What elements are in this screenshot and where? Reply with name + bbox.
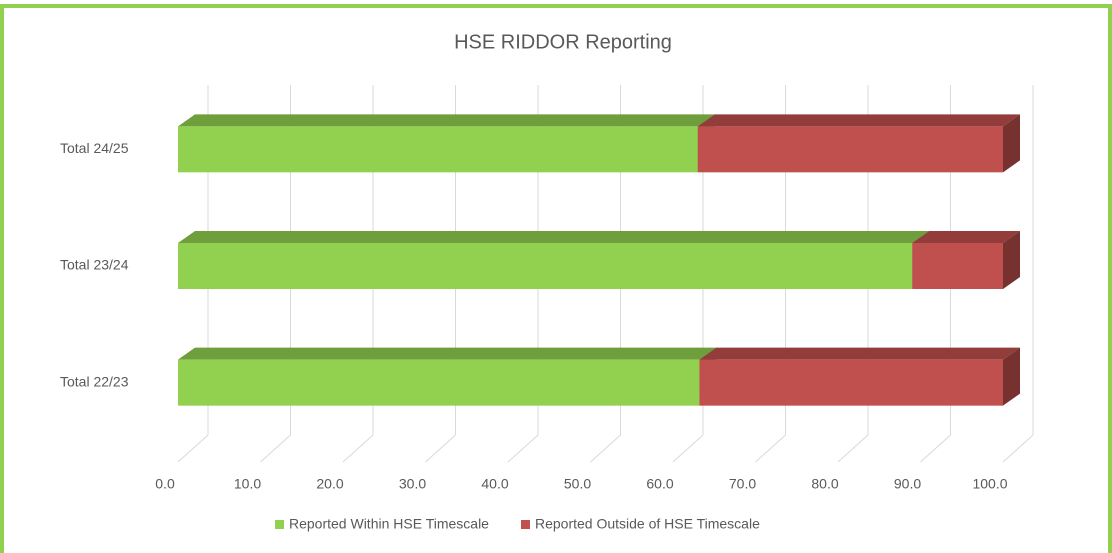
x-tick-label: 30.0: [399, 476, 426, 492]
bar-top: [178, 347, 717, 360]
legend-swatch: [520, 520, 530, 529]
floor-line: [425, 434, 456, 463]
x-tick-label: 0.0: [155, 476, 175, 492]
floor-line: [260, 434, 291, 463]
floor-line: [507, 434, 539, 463]
bar: [178, 126, 698, 173]
legend-label: Reported Within HSE Timescale: [289, 516, 489, 532]
bar-top: [178, 231, 930, 243]
bar-top: [699, 347, 1020, 360]
floor-line: [342, 434, 374, 463]
bar-side: [1003, 347, 1020, 406]
floor-line: [755, 434, 786, 463]
chart-title: HSE RIDDOR Reporting: [454, 31, 672, 53]
bar: [178, 243, 913, 289]
floor-line: [177, 434, 209, 463]
floor-line: [837, 434, 869, 463]
x-tick-label: 50.0: [564, 476, 591, 492]
x-tick-label: 70.0: [729, 476, 756, 492]
bar: [912, 243, 1003, 289]
bar-side: [1003, 231, 1020, 289]
x-tick-label: 40.0: [481, 476, 508, 492]
x-tick-label: 90.0: [894, 476, 921, 492]
legend-label: Reported Outside of HSE Timescale: [535, 516, 760, 532]
bar-top: [912, 231, 1020, 243]
bar-side: [1003, 114, 1020, 173]
bar-top: [178, 114, 715, 127]
x-tick-label: 80.0: [811, 476, 838, 492]
y-tick-label: Total 22/23: [60, 373, 129, 389]
y-tick-label: Total 23/24: [60, 257, 129, 273]
bar: [699, 359, 1003, 406]
floor-line: [920, 434, 951, 463]
x-tick-label: 60.0: [646, 476, 673, 492]
bar-top: [697, 114, 1020, 127]
bar: [178, 359, 700, 406]
x-tick-label: 10.0: [234, 476, 261, 492]
floor-line: [590, 434, 621, 463]
legend-swatch: [275, 520, 284, 529]
x-tick-label: 20.0: [316, 476, 343, 492]
y-tick-label: Total 24/25: [60, 140, 129, 156]
floor-line: [672, 434, 704, 463]
bar: [697, 126, 1003, 173]
floor-line: [1002, 434, 1034, 463]
x-tick-label: 100.0: [972, 476, 1007, 492]
